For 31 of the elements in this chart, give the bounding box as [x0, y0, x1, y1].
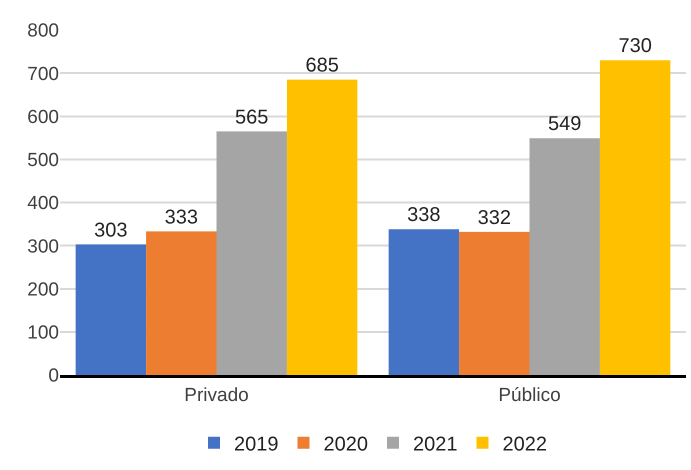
x-tick-label: Privado: [184, 384, 249, 406]
data-label: 730: [618, 35, 652, 58]
bar: [459, 232, 530, 375]
legend-label: 2022: [502, 434, 547, 456]
data-label: 332: [478, 206, 511, 229]
data-label: 303: [94, 219, 128, 242]
legend-label: 2021: [413, 434, 458, 456]
bar: [600, 60, 670, 375]
bar: [216, 131, 287, 375]
data-label: 565: [235, 106, 268, 128]
bar: [146, 231, 216, 375]
y-tick-label: 300: [27, 236, 59, 258]
bar: [286, 80, 358, 375]
y-tick-label: 200: [27, 279, 59, 300]
y-tick-label: 100: [27, 322, 59, 344]
x-tick-label: Público: [498, 384, 561, 406]
data-label: 549: [548, 113, 582, 136]
y-tick-label: 400: [27, 193, 59, 214]
bar: [388, 229, 460, 375]
data-label: 685: [305, 54, 339, 77]
bar: [76, 244, 146, 375]
legend-label: 2019: [234, 434, 278, 456]
y-tick-label: 800: [27, 20, 59, 42]
data-label: 333: [164, 206, 198, 228]
y-tick-label: 700: [27, 64, 59, 85]
data-label: 338: [407, 204, 441, 226]
bar: [530, 138, 600, 375]
y-tick-label: 500: [27, 150, 59, 172]
y-tick-label: 600: [27, 106, 59, 128]
y-tick-label: 0: [48, 366, 59, 387]
legend-label: 2020: [324, 434, 368, 456]
